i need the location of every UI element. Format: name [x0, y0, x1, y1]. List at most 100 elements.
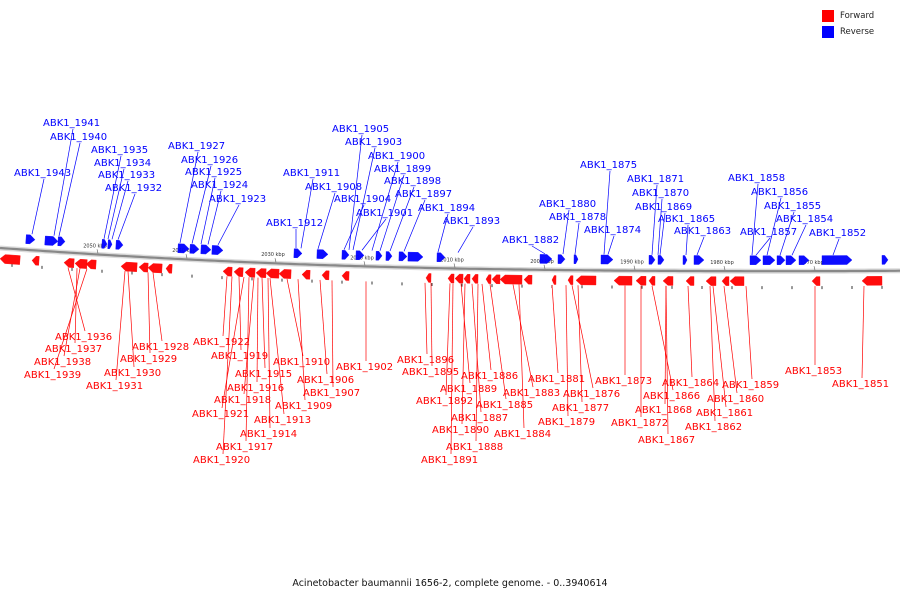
gene-label-abk1-1882: ABK1_1882	[502, 235, 559, 246]
gene-label-abk1-1874: ABK1_1874	[584, 225, 641, 236]
gene-label-abk1-1888: ABK1_1888	[446, 442, 503, 453]
gene-label-abk1-1862: ABK1_1862	[685, 422, 742, 433]
forward-gene-arrow	[729, 276, 745, 286]
forward-gene-arrow	[811, 276, 821, 286]
leader-abk1-1882	[531, 245, 546, 255]
gene-label-abk1-1852: ABK1_1852	[809, 228, 866, 239]
gene-label-abk1-1861: ABK1_1861	[696, 408, 753, 419]
leader-abk1-1921	[221, 276, 245, 409]
gene-label-abk1-1930: ABK1_1930	[104, 368, 161, 379]
gene-label-abk1-1894: ABK1_1894	[418, 203, 475, 214]
gene-label-abk1-1875: ABK1_1875	[580, 160, 637, 171]
leader-abk1-1865	[685, 224, 689, 256]
forward-gene-arrow	[63, 258, 75, 268]
leader-abk1-1885	[489, 284, 507, 400]
forward-gene-arrow	[278, 269, 292, 279]
leader-abk1-1899	[379, 174, 405, 251]
leader-abk1-1870	[657, 198, 663, 255]
scale-label-2030-kbp: 2030 kbp	[261, 252, 285, 258]
gene-label-abk1-1916: ABK1_1916	[227, 383, 284, 394]
forward-gene-arrow	[321, 270, 330, 281]
leader-abk1-1881	[551, 284, 559, 374]
leader-abk1-1913	[269, 278, 285, 415]
gene-label-abk1-1919: ABK1_1919	[211, 351, 268, 362]
leader-abk1-1904	[343, 204, 365, 250]
leader-abk1-1859	[745, 286, 753, 380]
reverse-gene-arrow	[557, 254, 566, 264]
leader-abk1-1874	[607, 235, 615, 255]
leader-abk1-1856	[766, 197, 782, 256]
leader-abk1-1895	[430, 282, 433, 367]
scale-label-pointer	[185, 254, 188, 259]
legend-reverse: Reverse	[822, 24, 892, 40]
reverse-gene-arrow	[539, 254, 553, 264]
scale-label-1970-kbp: 1970 kbp	[800, 260, 824, 266]
leader-abk1-1920	[222, 276, 233, 455]
gene-label-abk1-1856: ABK1_1856	[751, 187, 808, 198]
gene-label-abk1-1869: ABK1_1869	[635, 202, 692, 213]
reverse-gene-arrow	[177, 243, 190, 254]
gene-label-abk1-1918: ABK1_1918	[214, 395, 271, 406]
reverse-gene-arrow	[101, 239, 108, 249]
gene-label-abk1-1906: ABK1_1906	[297, 375, 354, 386]
gene-label-abk1-1921: ABK1_1921	[192, 409, 249, 420]
forward-gene-arrow	[523, 274, 533, 285]
leader-abk1-1852	[832, 238, 840, 256]
reverse-gene-arrow	[57, 236, 66, 247]
forward-gene-arrow	[648, 276, 656, 286]
gene-label-abk1-1877: ABK1_1877	[552, 403, 609, 414]
forward-gene-arrow	[233, 267, 244, 277]
leader-abk1-1929	[147, 272, 151, 354]
gene-label-abk1-1903: ABK1_1903	[345, 137, 402, 148]
reverse-gene-arrow	[398, 251, 408, 262]
scale-label-pointer	[96, 249, 99, 254]
reverse-gene-arrow	[107, 239, 113, 250]
reverse-gene-arrow	[749, 255, 762, 265]
leader-abk1-1875	[603, 170, 611, 255]
forward-gene-arrow	[551, 275, 557, 285]
leader-abk1-1851	[861, 285, 865, 379]
forward-gene-arrow	[499, 274, 523, 285]
gene-label-abk1-1915: ABK1_1915	[235, 369, 292, 380]
leader-abk1-1914	[267, 278, 271, 429]
reverse-gene-arrow	[355, 250, 365, 261]
forward-gene-arrow	[635, 276, 647, 286]
leader-abk1-1934	[107, 168, 125, 240]
leader-abk1-1910	[286, 278, 304, 357]
label-leader-lines	[31, 128, 865, 455]
leader-abk1-1941	[53, 128, 74, 236]
leader-abk1-1857	[755, 237, 771, 256]
forward-gene-arrow	[0, 254, 21, 265]
forward-gene-arrow	[147, 263, 163, 274]
gene-label-abk1-1868: ABK1_1868	[635, 405, 692, 416]
reverse-gene-arrow	[785, 255, 797, 265]
gene-features	[0, 234, 889, 286]
legend-reverse-label: Reverse	[840, 27, 875, 37]
leader-abk1-1887	[471, 283, 482, 413]
forward-gene-arrow	[120, 261, 138, 272]
gene-label-abk1-1943: ABK1_1943	[14, 168, 71, 179]
forward-gene-arrow	[705, 276, 717, 286]
forward-gene-arrow	[454, 273, 464, 284]
leader-abk1-1938	[63, 268, 81, 357]
leader-abk1-1935	[103, 155, 122, 239]
gene-label-abk1-1911: ABK1_1911	[283, 168, 340, 179]
leader-abk1-1916	[256, 277, 259, 383]
gene-label-abk1-1904: ABK1_1904	[334, 194, 391, 205]
gene-label-abk1-1920: ABK1_1920	[193, 455, 250, 466]
leader-abk1-1930	[127, 271, 135, 368]
leader-abk1-1905	[348, 134, 363, 250]
gene-label-abk1-1873: ABK1_1873	[595, 376, 652, 387]
leader-abk1-1866	[651, 285, 674, 391]
forward-gene-arrow	[222, 266, 233, 277]
leader-abk1-1858	[751, 183, 759, 256]
forward-gene-arrow	[447, 273, 455, 284]
leader-abk1-1876	[571, 285, 594, 389]
leader-abk1-1877	[577, 285, 583, 403]
gene-label-abk1-1854: ABK1_1854	[776, 214, 833, 225]
leader-abk1-1883	[512, 284, 534, 388]
leader-abk1-1925	[200, 177, 216, 245]
gene-label-abk1-1884: ABK1_1884	[494, 429, 551, 440]
leader-abk1-1886	[481, 283, 492, 371]
